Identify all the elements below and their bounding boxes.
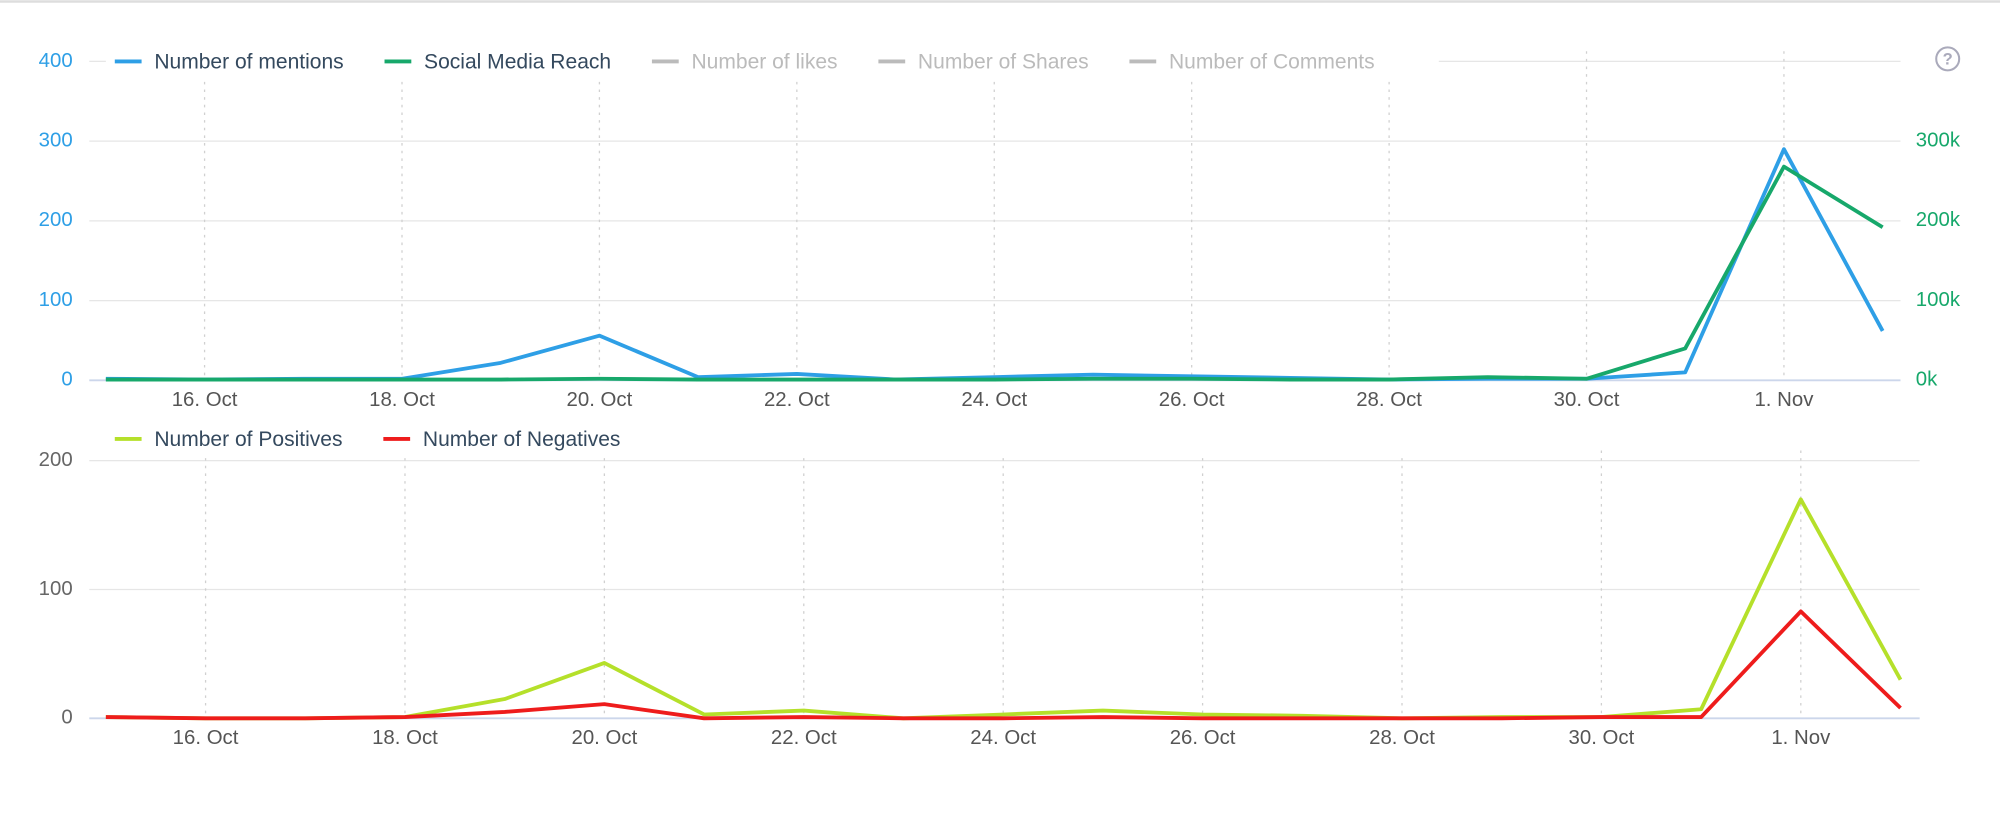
x-tick-label: 1. Nov [1754, 389, 1814, 411]
x-tick-label: 30. Oct [1569, 727, 1635, 749]
x-tick-label: 20. Oct [567, 389, 633, 411]
y2-tick-label: 300k [1916, 130, 1961, 152]
x-tick-label: 22. Oct [764, 389, 830, 411]
y-tick-label: 400 [39, 50, 73, 72]
y-tick-label: 100 [39, 289, 73, 311]
x-tick-label: 18. Oct [372, 727, 438, 749]
legend-background [105, 421, 1439, 457]
x-tick-label: 16. Oct [172, 389, 238, 411]
help-circle[interactable] [1935, 46, 1961, 72]
help-mark[interactable]: ? [1943, 50, 1953, 69]
x-tick-label: 18. Oct [369, 389, 435, 411]
legend-label: Number of Shares [918, 50, 1089, 73]
legend-item[interactable]: Number of likes [651, 50, 838, 73]
legend: Number of Positives Number of Negatives [105, 421, 1439, 457]
legend-item[interactable]: Number of Negatives [383, 428, 620, 451]
y-tick-label: 100 [39, 578, 73, 600]
legend-label: Number of Positives [154, 428, 342, 451]
legend-label: Number of Negatives [423, 428, 621, 451]
legend-item[interactable]: Social Media Reach [384, 50, 612, 73]
legend-item[interactable]: Number of mentions [114, 50, 344, 73]
series-line [105, 164, 1884, 382]
y2-tick-label: 100k [1916, 289, 1961, 311]
x-tick-label: 26. Oct [1170, 727, 1236, 749]
y-tick-label: 0 [61, 707, 72, 729]
legend-item[interactable]: Number of Positives [114, 428, 343, 451]
y2-tick-label: 0k [1916, 369, 1938, 391]
x-tick-label: 28. Oct [1369, 727, 1435, 749]
y2-tick-label: 200k [1916, 209, 1961, 231]
y-tick-label: 300 [39, 130, 73, 152]
legend-label: Social Media Reach [424, 50, 611, 73]
x-tick-label: 24. Oct [970, 727, 1036, 749]
x-tick-label: 28. Oct [1356, 389, 1422, 411]
legend: Number of mentions Social Media Reach Numb… [105, 43, 1439, 80]
series-line [105, 497, 1903, 721]
help-icon[interactable]: ? [1935, 46, 1961, 72]
x-tick-label: 30. Oct [1554, 389, 1620, 411]
y-tick-label: 200 [39, 449, 73, 471]
y-tick-label: 0 [61, 369, 72, 391]
legend-label: Number of mentions [154, 50, 343, 73]
x-tick-label: 1. Nov [1771, 727, 1831, 749]
legend-label: Number of Comments [1169, 50, 1375, 73]
y-tick-label: 200 [39, 209, 73, 231]
x-tick-label: 24. Oct [961, 389, 1027, 411]
legend-item[interactable]: Number of Comments [1129, 50, 1375, 73]
legend-item[interactable]: Number of Shares [878, 50, 1089, 73]
x-tick-label: 20. Oct [572, 727, 638, 749]
x-tick-label: 16. Oct [173, 727, 239, 749]
legend-background [105, 43, 1439, 80]
legend-label: Number of likes [691, 50, 837, 73]
x-tick-label: 22. Oct [771, 727, 837, 749]
x-tick-label: 26. Oct [1159, 389, 1225, 411]
series-line [105, 609, 1902, 721]
